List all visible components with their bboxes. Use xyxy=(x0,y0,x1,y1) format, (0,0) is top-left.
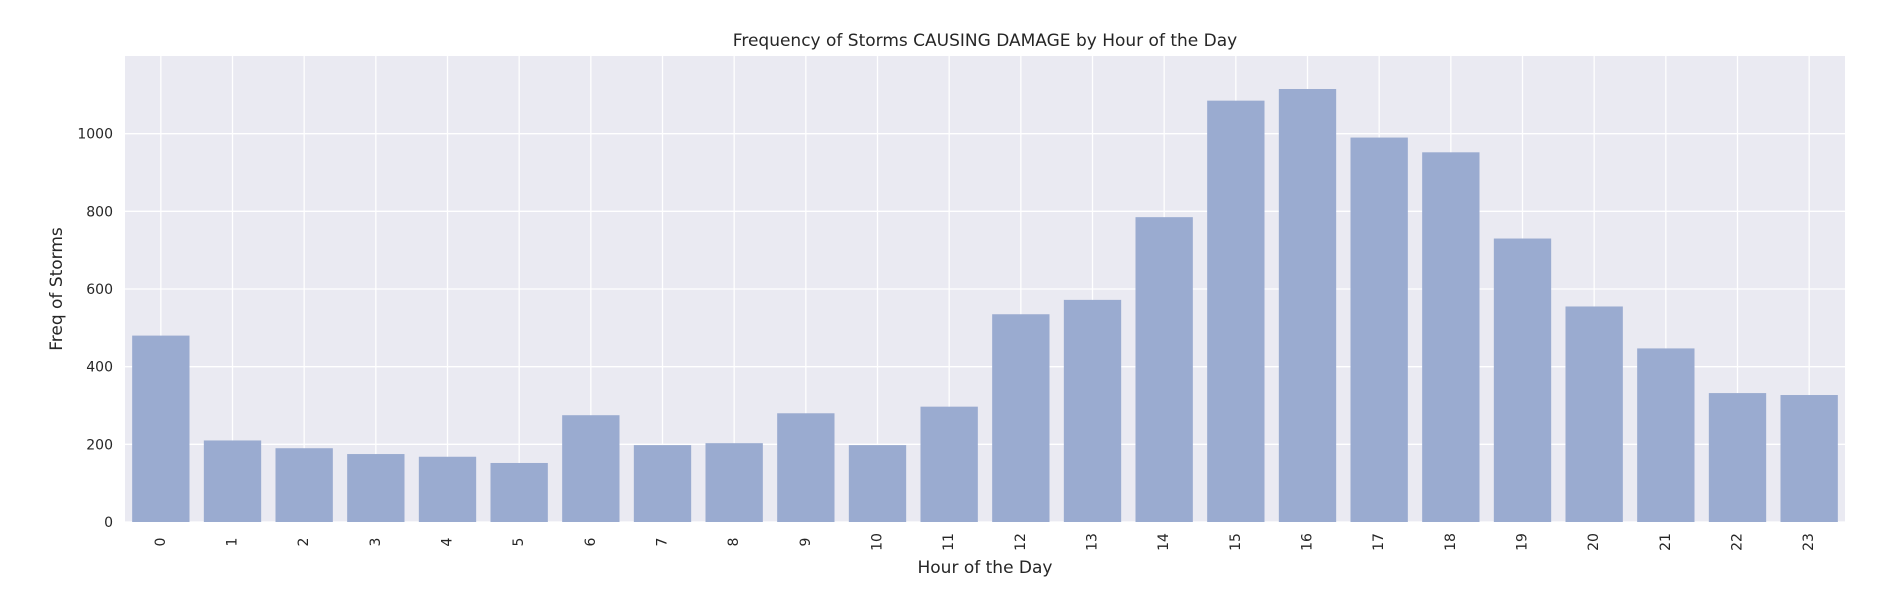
x-tick-label: 12 xyxy=(1013,533,1029,551)
bar-hour-0 xyxy=(132,335,190,522)
bar-hour-13 xyxy=(1063,299,1122,522)
chart-title: Frequency of Storms CAUSING DAMAGE by Ho… xyxy=(733,31,1237,51)
x-tick-label: 4 xyxy=(440,537,456,546)
x-tick-label: 18 xyxy=(1443,533,1459,551)
x-tick-label: 0 xyxy=(153,538,169,547)
bar-hour-2 xyxy=(275,448,333,522)
x-tick-label: 8 xyxy=(726,538,742,547)
bar-hour-10 xyxy=(848,445,907,522)
bars-group xyxy=(132,89,1838,523)
bar-hour-1 xyxy=(203,440,262,522)
x-tick-label: 17 xyxy=(1371,533,1387,551)
x-tick-label: 22 xyxy=(1730,533,1746,551)
bar-hour-19 xyxy=(1493,238,1552,522)
bar-hour-21 xyxy=(1637,348,1695,522)
y-tick-labels: 0 200 400 600 800 1000 xyxy=(77,127,113,531)
bar-hour-4 xyxy=(418,456,477,522)
y-tick-label: 0 xyxy=(104,515,113,531)
bar-hour-7 xyxy=(633,445,692,522)
x-tick-label: 20 xyxy=(1586,533,1602,551)
bar-hour-20 xyxy=(1565,306,1623,522)
bar-hour-16 xyxy=(1278,89,1337,522)
x-tick-label: 13 xyxy=(1085,533,1101,551)
x-tick-label: 1 xyxy=(225,538,241,547)
bar-hour-18 xyxy=(1422,152,1480,522)
bar-hour-8 xyxy=(705,443,763,522)
x-tick-label: 23 xyxy=(1801,533,1817,551)
bar-hour-12 xyxy=(992,314,1050,522)
x-tick-label: 2 xyxy=(296,538,312,547)
x-tick-label: 19 xyxy=(1515,533,1531,551)
bar-hour-22 xyxy=(1708,393,1767,522)
x-tick-label: 10 xyxy=(870,533,886,551)
x-tick-label: 15 xyxy=(1228,533,1244,551)
x-tick-label: 11 xyxy=(941,533,957,551)
x-tick-labels: 0 1 2 3 4 5 6 7 8 9 10 11 12 13 14 15 16 17 18 19 20 21 22 23 xyxy=(153,533,1817,551)
bar-hour-23 xyxy=(1780,395,1838,522)
y-axis-label: Freq of Storms xyxy=(47,227,67,351)
y-gridlines xyxy=(125,133,1845,523)
y-tick-label: 200 xyxy=(86,437,113,453)
bar-hour-6 xyxy=(562,415,620,522)
x-tick-label: 6 xyxy=(583,537,599,546)
x-tick-label: 14 xyxy=(1156,533,1172,551)
y-tick-label: 400 xyxy=(86,360,113,376)
x-tick-label: 16 xyxy=(1300,533,1316,551)
y-tick-label: 600 xyxy=(86,282,113,298)
x-tick-label: 5 xyxy=(511,538,527,547)
y-tick-label: 1000 xyxy=(77,127,113,143)
x-tick-label: 9 xyxy=(798,538,814,547)
bar-hour-9 xyxy=(777,413,835,522)
x-tick-label: 21 xyxy=(1658,533,1674,551)
bar-hour-5 xyxy=(490,462,548,522)
bar-hour-17 xyxy=(1350,137,1408,523)
x-tick-label: 7 xyxy=(655,538,671,547)
y-tick-label: 800 xyxy=(86,204,113,220)
x-axis-label: Hour of the Day xyxy=(917,558,1052,578)
bar-hour-15 xyxy=(1207,100,1265,523)
bar-hour-14 xyxy=(1135,217,1193,523)
x-tick-label: 3 xyxy=(368,538,384,547)
bar-hour-11 xyxy=(920,406,978,522)
bar-hour-3 xyxy=(347,454,405,522)
